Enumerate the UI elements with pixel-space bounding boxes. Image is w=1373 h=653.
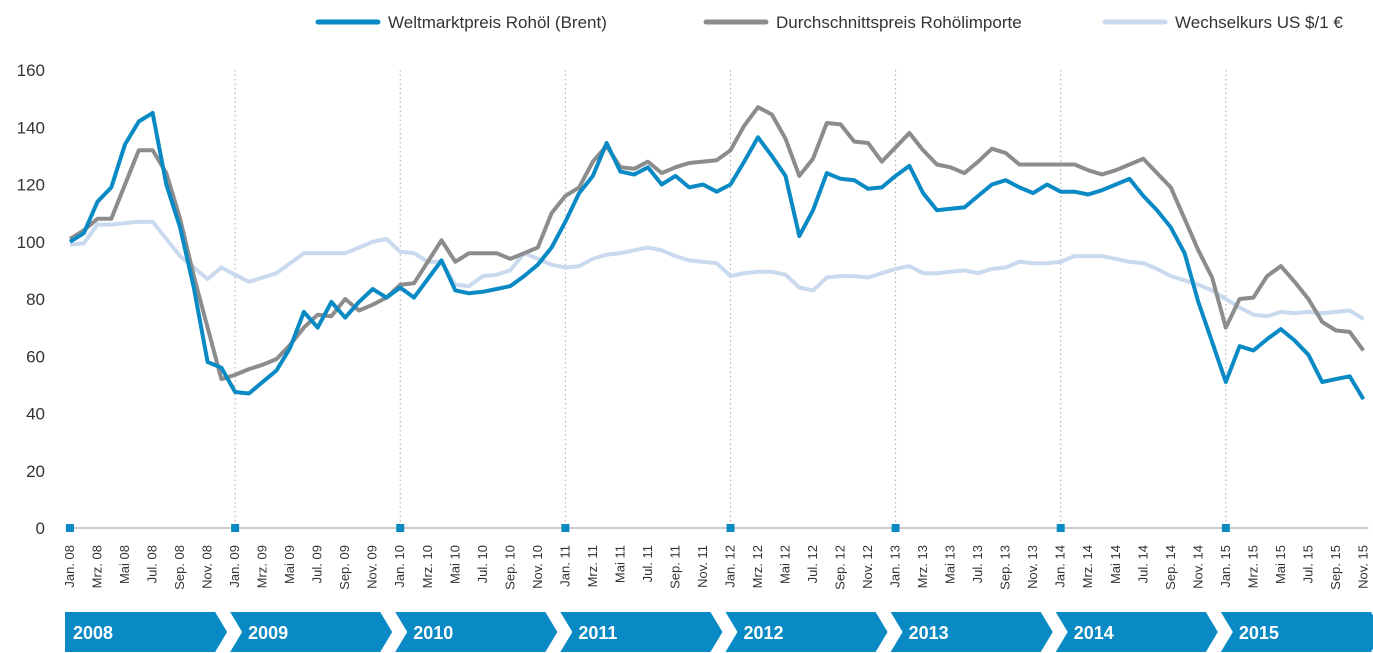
x-tick-label: Mrz. 11 — [585, 545, 600, 587]
y-tick-label: 160 — [17, 61, 45, 80]
year-marker — [396, 524, 405, 532]
year-band — [1055, 612, 1218, 652]
x-tick-label: Mai 09 — [282, 545, 297, 584]
x-tick-label: Nov. 09 — [365, 545, 380, 589]
y-tick-label: 80 — [26, 290, 45, 309]
x-tick-label: Mrz. 10 — [420, 545, 435, 588]
year-label: 2010 — [413, 623, 453, 643]
x-tick-label: Sep. 15 — [1328, 545, 1343, 590]
x-tick-label: Jul. 09 — [310, 545, 325, 583]
y-tick-label: 20 — [26, 462, 45, 481]
x-tick-label: Mai 11 — [612, 545, 627, 583]
year-band — [1220, 612, 1373, 652]
x-tick-label: Mai 13 — [943, 545, 958, 584]
x-tick-label: Jan. 14 — [1053, 545, 1068, 588]
x-tick-label: Sep. 10 — [502, 545, 517, 590]
series-line — [68, 110, 1366, 401]
series-line — [68, 105, 1366, 382]
year-label: 2013 — [909, 623, 949, 643]
x-tick-label: Jul. 08 — [145, 545, 160, 583]
x-tick-label: Jul. 15 — [1300, 545, 1315, 583]
x-tick-label: Sep. 09 — [337, 545, 352, 590]
x-tick-label: Sep. 14 — [1163, 545, 1178, 590]
x-tick-label: Mrz. 15 — [1245, 545, 1260, 588]
x-tick-label: Nov. 15 — [1355, 545, 1370, 589]
year-marker — [1221, 524, 1230, 532]
year-label: 2012 — [743, 623, 783, 643]
x-tick-label: Nov. 13 — [1025, 545, 1040, 589]
x-tick-label: Nov. 10 — [530, 545, 545, 589]
x-tick-label: Mai 14 — [1108, 545, 1123, 584]
x-tick-label: Mrz. 08 — [90, 545, 105, 588]
x-tick-label: Jan. 13 — [888, 545, 903, 588]
x-tick-label: Jul. 13 — [970, 545, 985, 583]
year-marker — [561, 524, 570, 532]
y-tick-label: 60 — [26, 347, 45, 366]
year-band — [725, 612, 888, 652]
year-marker — [1056, 524, 1065, 532]
x-tick-label: Jan. 11 — [557, 545, 572, 587]
x-tick-label: Nov. 14 — [1190, 545, 1205, 589]
x-tick-label: Sep. 11 — [667, 545, 682, 589]
year-marker — [891, 524, 900, 532]
year-label: 2008 — [73, 623, 113, 643]
x-tick-label: Mai 15 — [1273, 545, 1288, 584]
x-tick-label: Jul. 11 — [640, 545, 655, 582]
y-tick-label: 140 — [17, 118, 45, 137]
x-tick-label: Mrz. 14 — [1080, 545, 1095, 588]
x-tick-label: Jul. 14 — [1135, 545, 1150, 583]
year-band — [65, 612, 228, 652]
series-line — [69, 219, 1365, 321]
x-tick-label: Nov. 12 — [860, 545, 875, 589]
year-marker — [231, 524, 240, 532]
legend-label: Weltmarktpreis Rohöl (Brent) — [388, 13, 607, 32]
x-tick-label: Mrz. 13 — [915, 545, 930, 588]
year-band — [890, 612, 1053, 652]
x-tick-label: Jul. 12 — [805, 545, 820, 583]
year-band — [230, 612, 393, 652]
legend-label: Durchschnittspreis Rohölimporte — [776, 13, 1022, 32]
x-tick-label: Mrz. 12 — [750, 545, 765, 588]
year-label: 2014 — [1074, 623, 1114, 643]
x-tick-label: Jan. 15 — [1218, 545, 1233, 588]
year-label: 2011 — [578, 623, 617, 643]
x-tick-label: Mai 10 — [447, 545, 462, 584]
y-tick-label: 100 — [17, 233, 45, 252]
y-tick-label: 120 — [17, 176, 45, 195]
legend-label: Wechselkurs US $/1 € — [1175, 13, 1343, 32]
year-marker — [66, 524, 74, 532]
x-tick-label: Sep. 12 — [833, 545, 848, 590]
year-label: 2015 — [1239, 623, 1279, 643]
year-label: 2009 — [248, 623, 288, 643]
year-marker — [726, 524, 735, 532]
x-tick-label: Nov. 11 — [695, 545, 710, 588]
x-tick-label: Sep. 13 — [998, 545, 1013, 590]
x-tick-label: Nov. 08 — [200, 545, 215, 589]
year-band — [560, 612, 723, 652]
x-tick-label: Mai 08 — [117, 545, 132, 584]
year-band — [395, 612, 558, 652]
x-tick-label: Mrz. 09 — [255, 545, 270, 588]
x-tick-label: Jan. 09 — [227, 545, 242, 588]
x-tick-label: Jan. 08 — [62, 545, 77, 588]
y-tick-label: 40 — [26, 405, 45, 424]
x-tick-label: Mai 12 — [778, 545, 793, 584]
x-tick-label: Sep. 08 — [172, 545, 187, 590]
x-tick-label: Jul. 10 — [475, 545, 490, 583]
x-tick-label: Jan. 10 — [392, 545, 407, 588]
x-tick-label: Jan. 12 — [722, 545, 737, 588]
y-tick-label: 0 — [36, 519, 45, 538]
